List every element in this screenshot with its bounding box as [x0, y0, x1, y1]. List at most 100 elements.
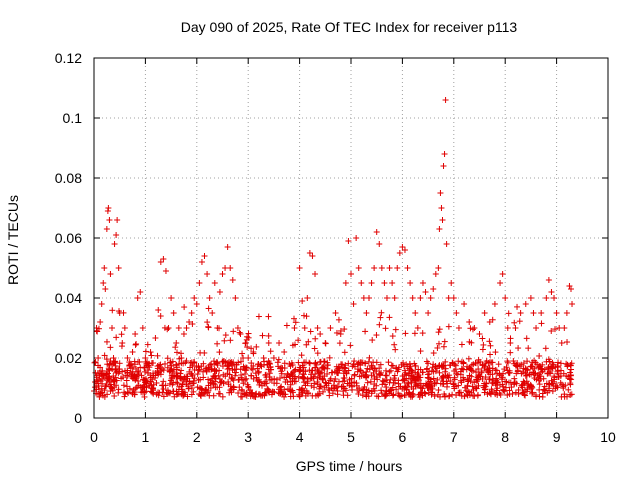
data-point [324, 370, 331, 377]
data-point [397, 393, 404, 400]
data-point [221, 337, 228, 344]
data-point [401, 367, 408, 374]
data-point [336, 363, 343, 370]
data-point [256, 381, 263, 388]
data-point [339, 378, 346, 385]
data-point [268, 366, 275, 373]
data-point [314, 350, 321, 357]
data-point [222, 332, 229, 339]
data-point [216, 349, 223, 356]
data-point [432, 368, 439, 375]
data-point [226, 358, 233, 365]
data-point [219, 271, 226, 277]
data-point [231, 366, 238, 373]
data-point [563, 310, 570, 316]
data-point [320, 376, 327, 383]
data-point [553, 310, 560, 316]
data-point [208, 365, 215, 372]
y-tick-label: 0.12 [55, 50, 82, 66]
data-point [187, 359, 194, 366]
x-tick-label: 10 [600, 429, 616, 445]
data-point [316, 373, 323, 380]
data-point [291, 367, 298, 374]
data-point [186, 319, 193, 325]
data-point [333, 329, 340, 336]
data-point [306, 250, 313, 256]
data-point [494, 385, 501, 392]
data-point [493, 367, 500, 374]
data-point [522, 365, 529, 372]
data-point [507, 335, 514, 342]
data-point [436, 326, 443, 333]
data-point [371, 387, 378, 394]
data-point [355, 265, 362, 271]
data-point [477, 358, 484, 365]
data-point [292, 373, 299, 380]
data-point [435, 387, 442, 394]
data-point [126, 385, 133, 392]
data-point [369, 337, 376, 344]
data-point [378, 390, 385, 397]
data-point [392, 346, 399, 353]
data-point [146, 382, 153, 389]
data-point [238, 372, 245, 379]
data-point [409, 295, 416, 301]
data-point [480, 341, 487, 348]
data-point [461, 301, 468, 307]
data-point [174, 380, 181, 387]
data-point [376, 241, 383, 247]
data-point [255, 368, 262, 375]
data-point [460, 376, 467, 383]
data-point [121, 367, 128, 374]
data-point [411, 330, 418, 337]
data-point [486, 376, 493, 383]
data-point [154, 352, 161, 359]
data-point [535, 377, 542, 384]
data-point [362, 360, 369, 367]
data-point [141, 389, 148, 396]
data-point [309, 392, 316, 399]
data-point [312, 360, 319, 367]
data-point [396, 250, 403, 256]
data-point [440, 343, 447, 350]
data-point [389, 392, 396, 399]
data-point [401, 386, 408, 393]
data-point [568, 360, 575, 367]
data-point [381, 280, 388, 286]
data-point [358, 280, 365, 286]
data-point [211, 280, 218, 286]
data-point [187, 370, 194, 377]
data-point [224, 244, 231, 250]
data-point [116, 360, 123, 367]
data-point [357, 359, 364, 366]
data-point [114, 217, 121, 223]
data-point [307, 328, 314, 335]
data-point [485, 369, 492, 376]
data-point [273, 376, 280, 383]
data-point [364, 379, 371, 386]
data-point [327, 325, 334, 331]
data-point [283, 322, 290, 329]
data-point [363, 373, 370, 380]
y-tick-label: 0.08 [55, 170, 82, 186]
data-point [348, 271, 354, 277]
data-point [481, 310, 488, 316]
data-point [229, 375, 236, 382]
data-point [475, 366, 482, 373]
data-point [569, 301, 576, 307]
data-point [512, 389, 519, 396]
data-point [529, 390, 536, 397]
data-point [388, 362, 395, 369]
data-point [306, 359, 313, 366]
data-point [536, 381, 543, 388]
data-point [222, 265, 229, 271]
data-point [432, 363, 439, 370]
data-point [292, 319, 299, 326]
data-point [141, 364, 148, 371]
data-point [476, 331, 483, 337]
data-point [204, 271, 211, 277]
grid-lines [94, 58, 608, 418]
x-tick-label: 1 [142, 429, 150, 445]
data-point [113, 334, 120, 341]
data-point [438, 205, 445, 211]
